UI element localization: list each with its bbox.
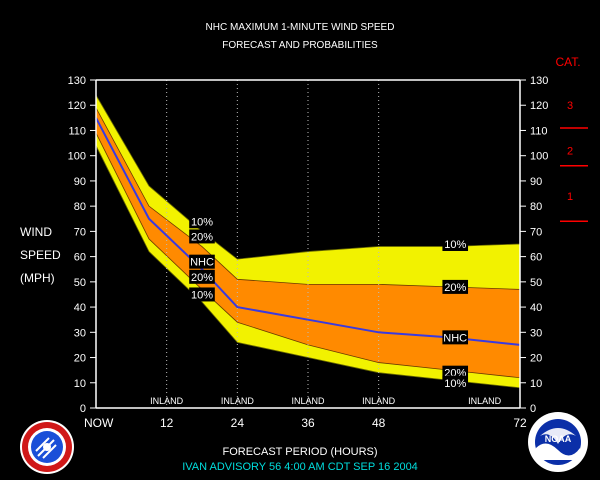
y-tick-label-left: 110	[68, 125, 86, 137]
advisory-footer: IVAN ADVISORY 56 4:00 AM CDT SEP 16 2004	[182, 461, 418, 473]
y-tick-label-left: 60	[74, 252, 86, 264]
annotation-label: 10%	[444, 239, 466, 251]
x-tick-label: 48	[372, 416, 386, 430]
y-tick-label-right: 120	[530, 100, 548, 112]
y-axis-label-line-3: (MPH)	[20, 271, 55, 285]
annotation-box	[189, 269, 215, 284]
y-tick-label-right: 50	[530, 277, 542, 289]
y-tick-label-right: 80	[530, 201, 542, 213]
inland-label: INLAND	[468, 396, 502, 406]
y-tick-label-right: 90	[530, 176, 542, 188]
annotation-box	[189, 287, 215, 302]
annotation-box	[442, 279, 469, 294]
y-tick-label-left: 120	[68, 100, 86, 112]
y-tick-label-left: 30	[74, 327, 86, 339]
y-tick-label-right: 60	[530, 252, 542, 264]
nhc-forecast-line	[95, 117, 521, 346]
noaa-logo: NOAA	[528, 412, 588, 472]
gridlines	[166, 80, 380, 408]
annotation-label: 10%	[191, 216, 213, 228]
x-tick-label: 12	[160, 416, 174, 430]
inland-label: INLAND	[291, 396, 325, 406]
annotation-label: 10%	[444, 378, 466, 390]
category-label: 3	[567, 100, 573, 112]
annotation-label: 20%	[191, 272, 213, 284]
y-tick-label-left: 90	[74, 176, 86, 188]
y-tick-label-left: 80	[74, 201, 86, 213]
inland-label: INLAND	[150, 396, 184, 406]
tick-labels: 0 0 10 10 20 20 30 30 40 40 50 50 60 60 70 70 80 80 90 90 10…	[68, 75, 549, 430]
annotation-label: 10%	[191, 289, 213, 301]
y-tick-label-right: 110	[530, 125, 548, 137]
inland-label: INLAND	[362, 396, 396, 406]
annotation-box	[189, 229, 215, 244]
x-tick-label: 36	[301, 416, 315, 430]
y-tick-label-right: 70	[530, 226, 542, 238]
annotation-label: NHC	[443, 332, 467, 344]
y-axis-label-line-2: SPEED	[20, 248, 61, 262]
annotation-label: NHC	[190, 257, 214, 269]
category-header: CAT.	[555, 55, 580, 69]
chart-subtitle: FORECAST AND PROBABILITIES	[222, 40, 378, 51]
y-tick-label-right: 20	[530, 353, 542, 365]
category-label: 1	[567, 191, 573, 203]
y-tick-label-left: 70	[74, 226, 86, 238]
category-label: 2	[567, 146, 573, 158]
nws-logo	[20, 420, 74, 474]
y-axis-label-line-1: WIND	[20, 225, 52, 239]
x-axis-label: FORECAST PERIOD (HOURS)	[222, 446, 377, 458]
annotation-box	[189, 254, 215, 269]
chart-title: NHC MAXIMUM 1-MINUTE WIND SPEED	[205, 22, 395, 33]
forecast-line-group	[95, 117, 521, 346]
y-tick-label-right: 130	[530, 75, 548, 87]
noaa-logo-text: NOAA	[545, 434, 572, 444]
annotation-box	[442, 375, 469, 390]
inland-label: INLAND	[221, 396, 255, 406]
annotation-label: 20%	[444, 282, 466, 294]
x-tick-label: 72	[513, 416, 527, 430]
axes	[95, 79, 521, 409]
x-tick-label: 24	[231, 416, 245, 430]
y-tick-label-left: 40	[74, 302, 86, 314]
y-tick-label-left: 130	[68, 75, 86, 87]
y-tick-label-right: 40	[530, 302, 542, 314]
y-tick-label-right: 30	[530, 327, 542, 339]
y-tick-label-right: 100	[530, 151, 548, 163]
y-tick-label-left: 10	[74, 378, 86, 390]
y-tick-label-left: 50	[74, 277, 86, 289]
y-tick-label-left: 100	[68, 151, 86, 163]
annotation-box	[442, 237, 469, 251]
annotation-label: 20%	[191, 231, 213, 243]
annotation-box	[189, 214, 215, 229]
y-tick-label-right: 0	[530, 403, 536, 415]
category-scale: 3 2 1	[560, 100, 588, 223]
x-tick-label: NOW	[84, 416, 114, 430]
annotation-box	[442, 330, 469, 345]
y-tick-label-left: 0	[80, 403, 86, 415]
y-tick-label-right: 10	[530, 378, 542, 390]
y-tick-label-left: 20	[74, 353, 86, 365]
